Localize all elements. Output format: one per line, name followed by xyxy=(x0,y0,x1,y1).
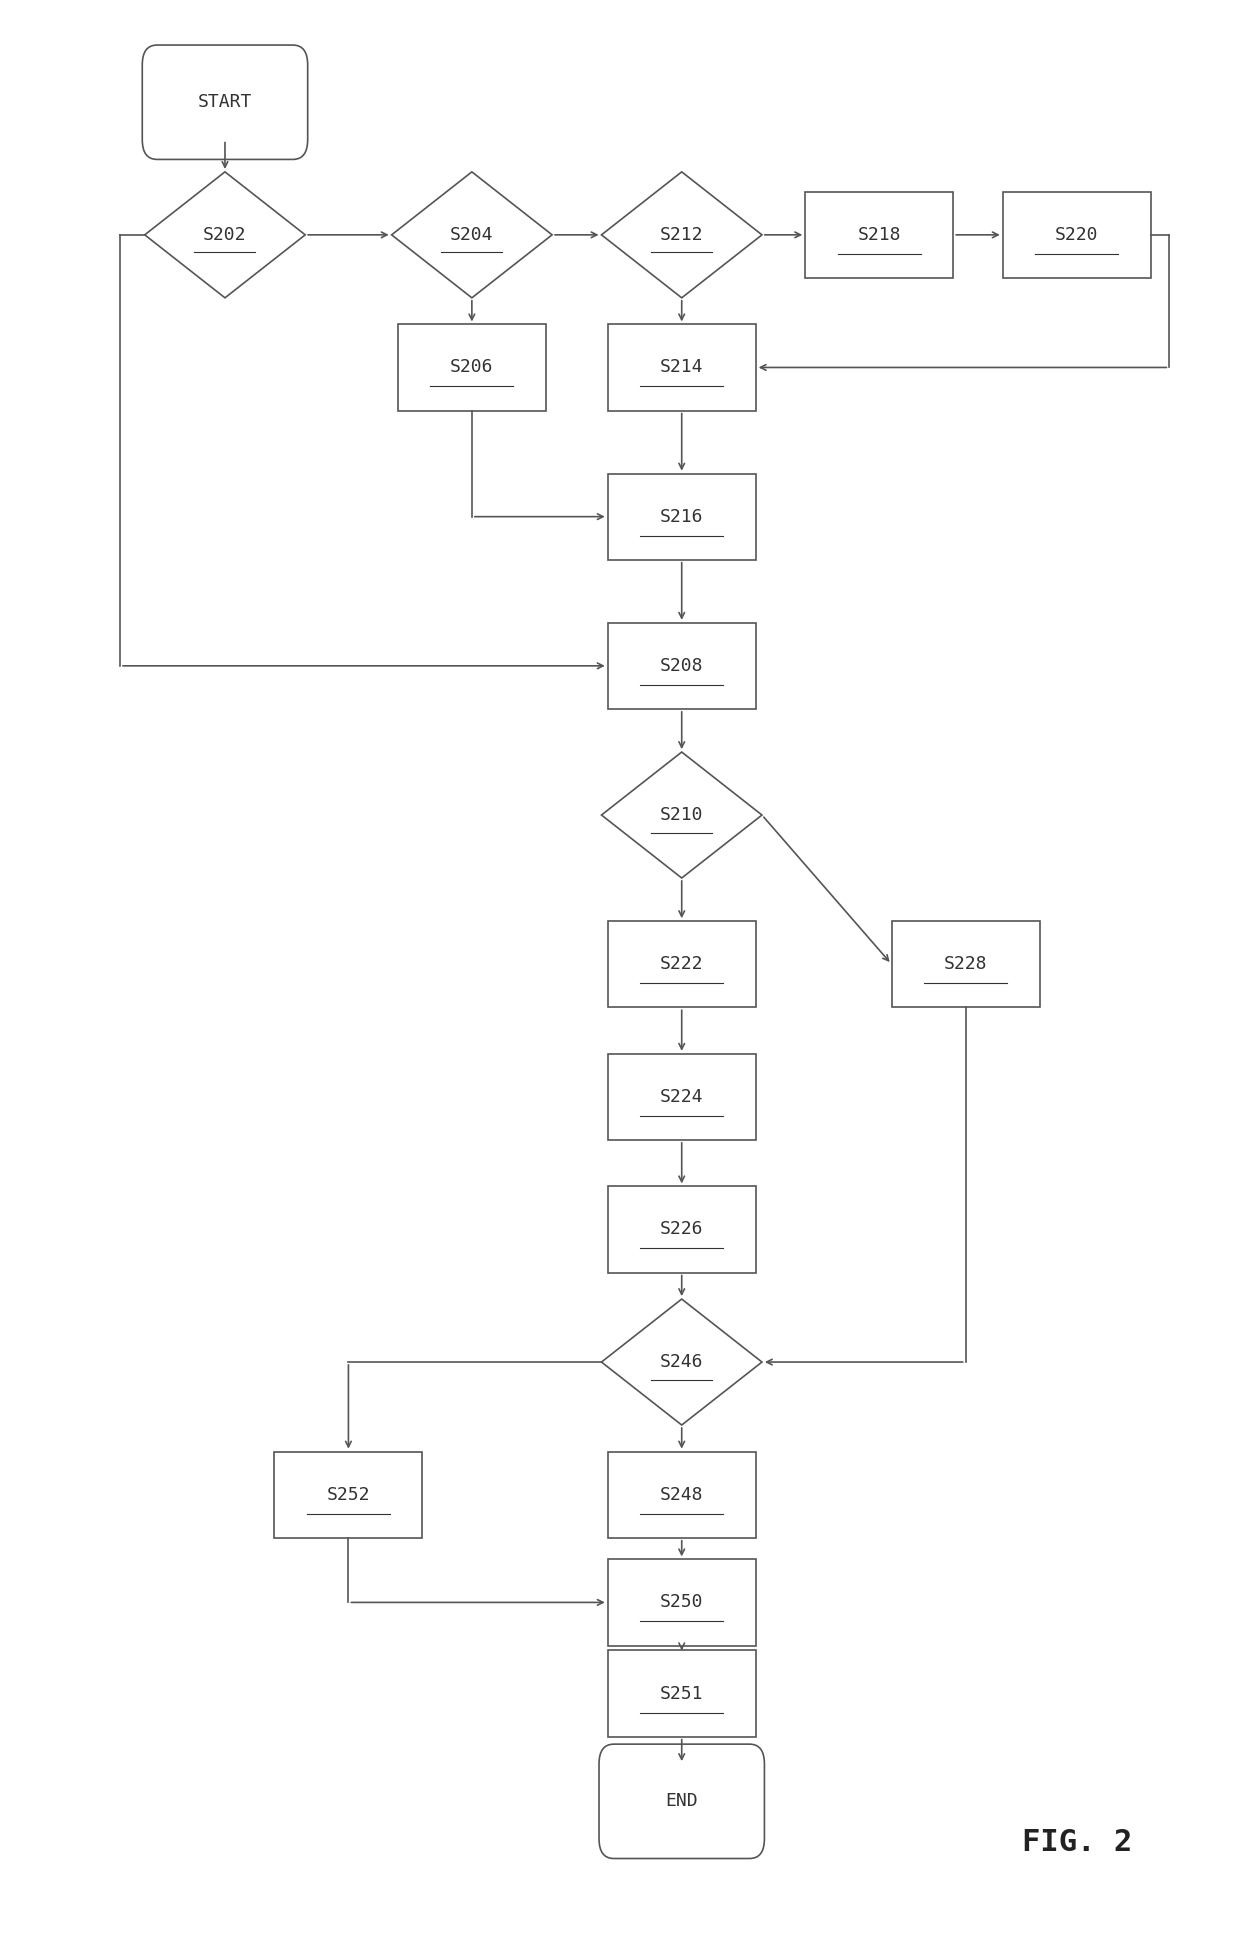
FancyBboxPatch shape xyxy=(608,922,756,1008)
Text: START: START xyxy=(198,93,252,111)
Polygon shape xyxy=(392,171,552,298)
Text: S204: S204 xyxy=(450,226,494,243)
FancyBboxPatch shape xyxy=(608,1186,756,1272)
FancyBboxPatch shape xyxy=(608,473,756,560)
FancyBboxPatch shape xyxy=(608,622,756,708)
Text: S212: S212 xyxy=(660,226,703,243)
Polygon shape xyxy=(601,171,761,298)
Text: S222: S222 xyxy=(660,955,703,972)
FancyBboxPatch shape xyxy=(608,1054,756,1140)
Text: S206: S206 xyxy=(450,358,494,377)
Text: S250: S250 xyxy=(660,1593,703,1610)
FancyBboxPatch shape xyxy=(608,1451,756,1538)
Text: S202: S202 xyxy=(203,226,247,243)
FancyBboxPatch shape xyxy=(274,1451,423,1538)
Text: S216: S216 xyxy=(660,508,703,525)
FancyBboxPatch shape xyxy=(1003,193,1151,278)
FancyBboxPatch shape xyxy=(608,1560,756,1645)
Text: S246: S246 xyxy=(660,1354,703,1371)
Text: S251: S251 xyxy=(660,1684,703,1702)
Text: S228: S228 xyxy=(944,955,987,972)
Text: S252: S252 xyxy=(326,1486,371,1503)
Text: FIG. 2: FIG. 2 xyxy=(1022,1828,1132,1857)
Polygon shape xyxy=(601,753,761,877)
Text: S248: S248 xyxy=(660,1486,703,1503)
Text: END: END xyxy=(666,1793,698,1811)
Text: S208: S208 xyxy=(660,657,703,675)
FancyBboxPatch shape xyxy=(608,1651,756,1737)
Text: S218: S218 xyxy=(858,226,901,243)
Polygon shape xyxy=(601,1299,761,1426)
FancyBboxPatch shape xyxy=(599,1745,764,1859)
FancyBboxPatch shape xyxy=(143,45,308,159)
FancyBboxPatch shape xyxy=(805,193,954,278)
Polygon shape xyxy=(145,171,305,298)
Text: S224: S224 xyxy=(660,1087,703,1107)
FancyBboxPatch shape xyxy=(398,325,546,410)
Text: S210: S210 xyxy=(660,805,703,825)
Text: S214: S214 xyxy=(660,358,703,377)
FancyBboxPatch shape xyxy=(892,922,1039,1008)
FancyBboxPatch shape xyxy=(608,325,756,410)
Text: S220: S220 xyxy=(1055,226,1099,243)
Text: S226: S226 xyxy=(660,1220,703,1239)
